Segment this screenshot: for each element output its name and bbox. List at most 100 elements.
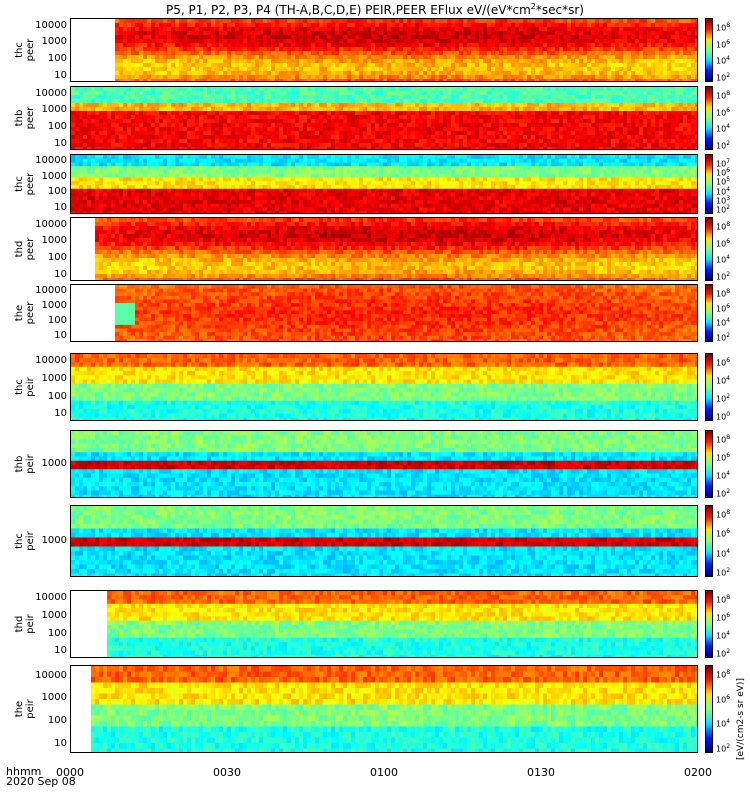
spectrogram-cell [647,123,652,128]
spectrogram-cell [167,127,172,132]
spectrogram-cell [307,59,312,64]
spectrogram-cell [251,147,256,149]
spectrogram-cell [655,67,660,72]
spectrogram-cell [75,107,80,112]
spectrogram-cell [499,79,504,81]
spectrogram-cell [243,39,248,44]
spectrogram-cell [511,23,516,28]
spectrogram-cell [395,27,400,32]
spectrogram-cell [215,135,220,140]
spectrogram-cell [183,103,188,108]
spectrogram-cell [359,71,364,76]
spectrogram-cell [599,43,604,48]
spectrogram-cell [647,103,652,108]
spectrogram-cell [363,59,368,64]
spectrogram-cell [307,143,312,148]
spectrogram-cell [259,99,264,104]
spectrogram-cell [611,75,616,80]
spectrogram-cell [311,55,316,60]
spectrogram-cell [427,19,432,24]
spectrogram-cell [323,143,328,148]
spectrogram-cell [347,147,352,149]
spectrogram-cell [415,131,420,136]
spectrogram-cell [623,75,628,80]
spectrogram-cell [227,127,232,132]
spectrogram-cell [163,63,168,68]
spectrogram-cell [491,23,496,28]
spectrogram-cell [483,27,488,32]
spectrogram-cell [599,123,604,128]
spectrogram-cell [247,139,252,144]
spectrogram-cell [691,43,696,48]
spectrogram-cell [451,59,456,64]
spectrogram-cell [383,115,388,120]
spectrogram-cell [511,111,516,116]
spectrogram-cell [687,43,692,48]
spectrogram-cell [343,143,348,148]
spectrogram-cell [467,115,472,120]
spectrogram-cell [663,43,668,48]
spectrogram-cell [447,135,452,140]
spectrogram-cell [555,51,560,56]
spectrogram-cell [287,39,292,44]
spectrogram-cell [463,139,468,144]
spectrogram-cell [179,31,184,36]
spectrogram-cell [619,63,624,68]
spectrogram-cell [423,115,428,120]
spectrogram-cell [439,143,444,148]
spectrogram-cell [555,67,560,72]
spectrogram-cell [655,115,660,120]
spectrogram-cell [603,111,608,116]
spectrogram-cell [115,27,120,32]
spectrogram-cell [643,111,648,116]
spectrogram-cell [519,63,524,68]
spectrogram-cell [367,91,372,96]
spectrogram-cell [467,103,472,108]
spectrogram-cell [639,91,644,96]
spectrogram-cell [503,119,508,124]
spectrogram-cell [571,135,576,140]
spectrogram-cell [551,131,556,136]
spectrogram-cell [263,31,268,36]
spectrogram-cell [523,79,528,81]
spectrogram-cell [455,143,460,148]
spectrogram-cell [307,95,312,100]
spectrogram-cell [539,135,544,140]
spectrogram-cell [391,51,396,56]
spectrogram-cell [599,143,604,148]
spectrogram-cell [483,23,488,28]
spectrogram-cell [615,59,620,64]
spectrogram-cell [543,131,548,136]
spectrogram-cell [159,71,164,76]
spectrogram-cell [431,79,436,81]
spectrogram-cell [655,135,660,140]
spectrogram-cell [263,79,268,81]
spectrogram-cell [431,123,436,128]
spectrogram-cell [243,27,248,32]
spectrogram-cell [363,51,368,56]
spectrogram-cell [467,147,472,149]
spectrogram-cell [227,87,232,92]
spectrogram-cell [619,67,624,72]
spectrogram-cell [419,127,424,132]
spectrogram-cell [543,135,548,140]
spectrogram-cell [443,19,448,24]
spectrogram-cell [171,131,176,136]
spectrogram-cell [287,99,292,104]
spectrogram-cell [459,63,464,68]
spectrogram-cell [687,19,692,24]
spectrogram-cell [567,47,572,52]
spectrogram-cell [675,51,680,56]
spectrogram-cell [383,75,388,80]
spectrogram-cell [407,147,412,149]
spectrogram-cell [687,95,692,100]
spectrogram-cell [219,119,224,124]
spectrogram-cell [347,59,352,64]
spectrogram-cell [603,87,608,92]
spectrogram-cell [503,71,508,76]
spectrogram-cell [527,55,532,60]
spectrogram-cell [591,31,596,36]
spectrogram-cell [215,119,220,124]
spectrogram-cell [679,111,684,116]
spectrogram-cell [571,27,576,32]
